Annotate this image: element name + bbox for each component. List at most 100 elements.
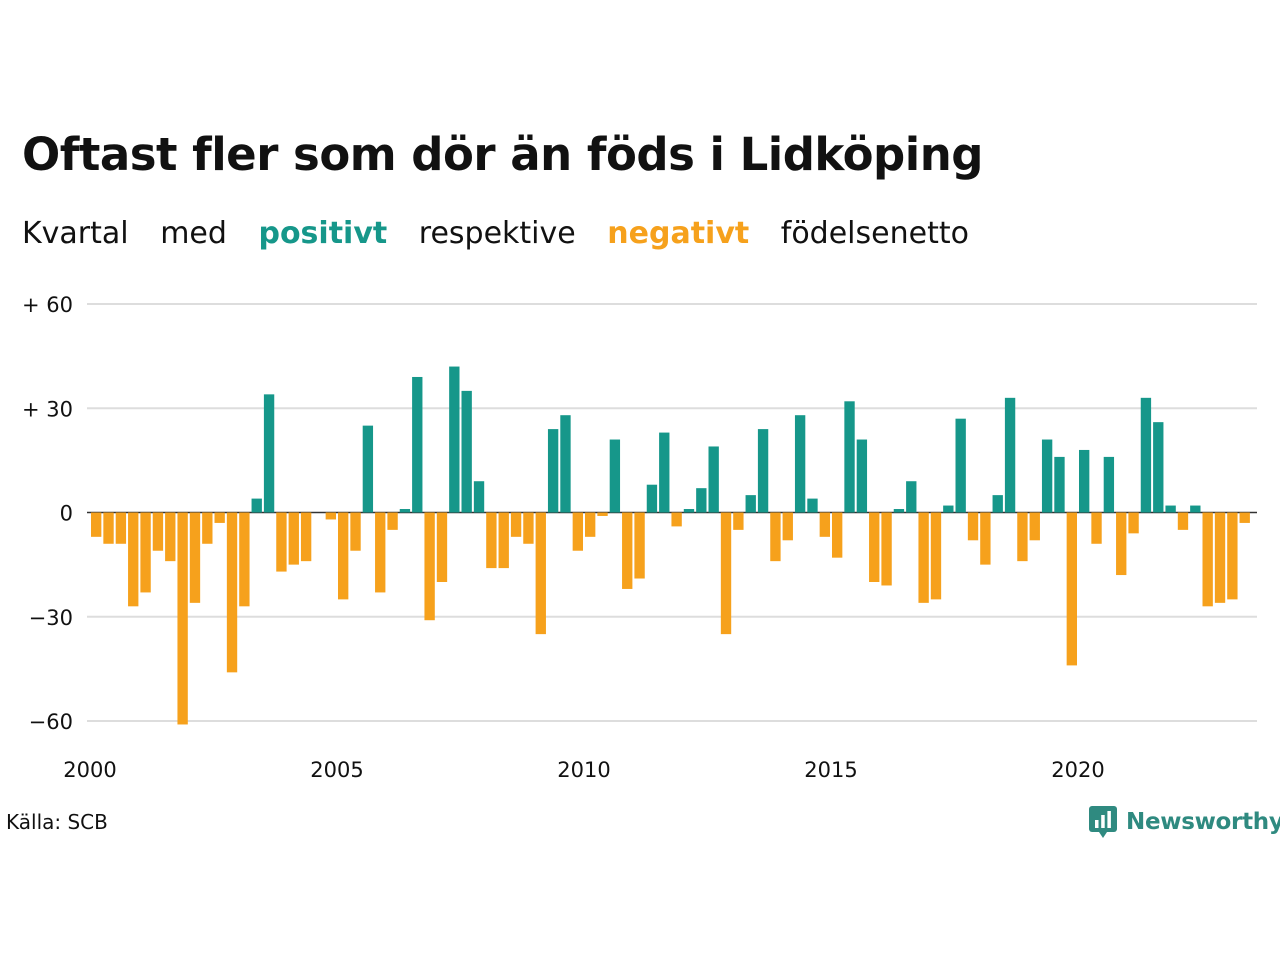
bar-positive bbox=[1079, 449, 1090, 513]
bar-positive bbox=[844, 401, 855, 513]
bar-positive bbox=[609, 439, 621, 513]
bar-negative bbox=[288, 512, 299, 565]
bar-positive bbox=[906, 481, 917, 513]
bar-positive bbox=[1054, 456, 1065, 513]
bar-positive bbox=[1190, 505, 1201, 513]
bar-negative bbox=[115, 512, 127, 544]
bar-negative bbox=[881, 512, 892, 586]
bar-positive bbox=[807, 498, 818, 513]
y-tick-label: −30 bbox=[29, 606, 73, 630]
bar-negative bbox=[300, 512, 312, 562]
bar-negative bbox=[819, 512, 830, 537]
bar-negative bbox=[276, 512, 287, 572]
bar-positive bbox=[757, 429, 769, 513]
bar-negative bbox=[1214, 512, 1226, 603]
subtitle-text-respektive: respektive bbox=[418, 216, 576, 251]
bar-negative bbox=[436, 512, 448, 582]
bar-negative bbox=[1029, 512, 1040, 541]
bar-positive bbox=[1041, 439, 1053, 513]
subtitle-text-med: med bbox=[160, 216, 227, 251]
bar-positive bbox=[696, 488, 707, 513]
bar-negative bbox=[720, 512, 732, 635]
subtitle-text-fodelsenetto: födelsenetto bbox=[780, 216, 969, 251]
bar-positive bbox=[893, 509, 905, 513]
bar-positive bbox=[263, 394, 275, 513]
bar-negative bbox=[424, 512, 435, 621]
bar-negative bbox=[1227, 512, 1238, 600]
bar-positive bbox=[1153, 422, 1164, 513]
bar-negative bbox=[338, 512, 349, 600]
bar-positive bbox=[856, 439, 868, 513]
bar-negative bbox=[189, 512, 201, 603]
bar-negative bbox=[967, 512, 979, 541]
bar-negative bbox=[1128, 512, 1139, 534]
bar-negative bbox=[91, 512, 102, 537]
bar-negative bbox=[770, 512, 781, 562]
bar-negative bbox=[165, 512, 176, 562]
bar-negative bbox=[918, 512, 929, 603]
bar-negative bbox=[869, 512, 880, 582]
bar-positive bbox=[943, 505, 954, 513]
bar-negative bbox=[622, 512, 633, 589]
bar-positive bbox=[251, 498, 262, 513]
y-tick-label: + 60 bbox=[22, 293, 73, 317]
bar-negative bbox=[930, 512, 942, 600]
bar-chart: + 60 + 30 0 −30 −60 2000 2005 2010 2015 2020 bbox=[22, 293, 1257, 782]
bar-positive bbox=[1004, 397, 1016, 513]
y-tick-label: + 30 bbox=[22, 397, 73, 421]
bar-positive bbox=[794, 415, 806, 513]
bar-negative bbox=[572, 512, 583, 551]
bar-negative bbox=[1116, 512, 1127, 576]
bar-negative bbox=[387, 512, 398, 530]
bar-negative bbox=[1017, 512, 1028, 562]
bar-negative bbox=[140, 512, 151, 593]
y-tick-label: 0 bbox=[60, 502, 73, 526]
bar-negative bbox=[226, 512, 238, 673]
subtitle-negative-label: negativt bbox=[607, 216, 750, 251]
bar-positive bbox=[745, 495, 756, 513]
x-tick-label: 2015 bbox=[804, 758, 857, 782]
bar-negative bbox=[486, 512, 497, 569]
bar-positive bbox=[992, 495, 1003, 513]
bar-negative bbox=[202, 512, 213, 544]
newsworthy-logo-text: Newsworthy bbox=[1126, 809, 1280, 835]
chart-subtitle: Kvartal med positivt respektive negativt… bbox=[22, 216, 991, 251]
bar-negative bbox=[1239, 512, 1250, 523]
bar-positive bbox=[461, 390, 472, 513]
bar-positive bbox=[547, 429, 559, 513]
bar-negative bbox=[152, 512, 164, 551]
x-axis-ticks: 2000 2005 2010 2015 2020 bbox=[63, 758, 1104, 782]
bar-positive bbox=[1103, 456, 1115, 513]
y-tick-label: −60 bbox=[29, 710, 73, 734]
subtitle-text-kvartal: Kvartal bbox=[22, 216, 129, 251]
bar-positive bbox=[449, 366, 460, 513]
bar-positive bbox=[362, 425, 374, 513]
bar-negative bbox=[597, 512, 608, 516]
bars bbox=[91, 366, 1250, 725]
bar-positive bbox=[560, 415, 571, 513]
bar-negative bbox=[1177, 512, 1189, 530]
bar-positive bbox=[955, 418, 966, 513]
bar-negative bbox=[671, 512, 682, 527]
bar-negative bbox=[128, 512, 139, 607]
bar-positive bbox=[646, 484, 658, 513]
bar-negative bbox=[733, 512, 744, 530]
bar-negative bbox=[350, 512, 361, 551]
bar-negative bbox=[375, 512, 386, 593]
x-tick-label: 2005 bbox=[310, 758, 363, 782]
bar-negative bbox=[510, 512, 522, 537]
x-tick-label: 2000 bbox=[63, 758, 116, 782]
x-tick-label: 2010 bbox=[557, 758, 610, 782]
bar-negative bbox=[239, 512, 250, 607]
chart-title: Oftast fler som dör än föds i Lidköping bbox=[22, 128, 983, 181]
y-axis-ticks: + 60 + 30 0 −30 −60 bbox=[22, 293, 73, 734]
bar-positive bbox=[1140, 397, 1152, 513]
bar-negative bbox=[782, 512, 793, 541]
bar-negative bbox=[325, 512, 336, 520]
bar-positive bbox=[683, 509, 695, 513]
bar-negative bbox=[1066, 512, 1077, 666]
bar-positive bbox=[659, 432, 670, 513]
bar-negative bbox=[1202, 512, 1213, 607]
bar-negative bbox=[535, 512, 546, 635]
bar-negative bbox=[523, 512, 534, 544]
